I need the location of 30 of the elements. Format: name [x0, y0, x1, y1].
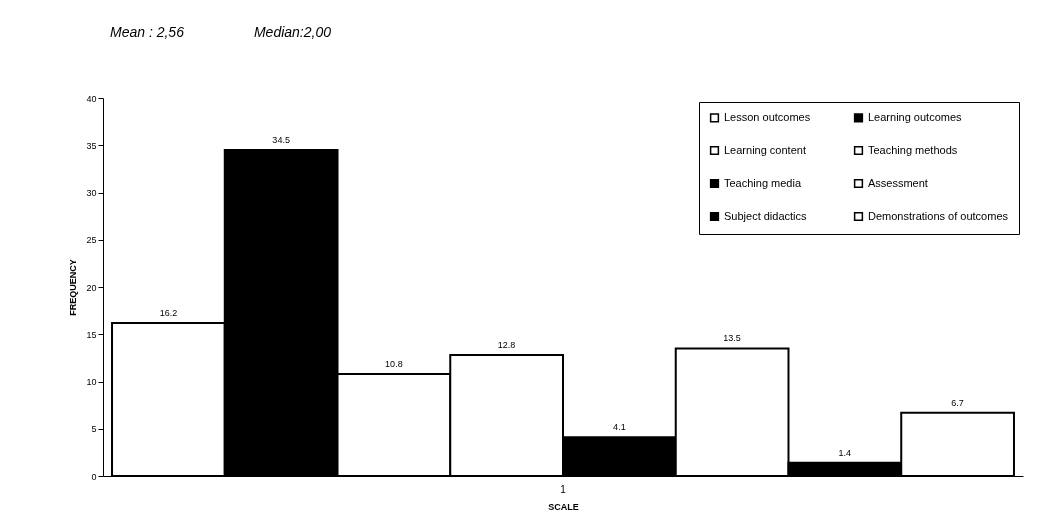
legend-label: Learning content [724, 143, 806, 156]
legend-label: Teaching methods [868, 143, 958, 156]
y-tick-label: 15 [86, 329, 97, 340]
data-label: 4.1 [613, 422, 626, 433]
data-label: 16.2 [159, 307, 178, 318]
data-label: 6.7 [951, 397, 964, 408]
legend-label: Teaching media [724, 176, 802, 189]
text: Mean : 2,56 [110, 24, 184, 40]
y-axis-title: FREQUENCY [68, 259, 79, 316]
y-tick-label: 0 [91, 471, 97, 482]
x-tick-label: 1 [560, 483, 567, 495]
y-tick-label: 35 [86, 140, 97, 151]
legend-label: Learning outcomes [868, 110, 963, 123]
data-label: 13.5 [723, 333, 741, 344]
text: Median:2,00 [253, 24, 331, 40]
data-label: 10.8 [385, 358, 403, 369]
y-tick-label: 20 [86, 282, 97, 293]
y-tick-label: 40 [86, 93, 97, 104]
data-label: 1.4 [838, 447, 852, 458]
y-tick-label: 30 [86, 188, 97, 198]
legend-label: Demonstrations of outcomes [868, 209, 1009, 222]
y-tick-label: 5 [91, 424, 97, 435]
data-label: 34.5 [272, 134, 290, 145]
legend-label: Lesson outcomes [724, 110, 811, 123]
y-tick-label: 10 [86, 377, 97, 387]
legend-label: Subject didactics [724, 209, 808, 222]
x-axis-title: SCALE [548, 501, 579, 512]
legend-label: Assessment [868, 176, 928, 189]
y-tick-label: 25 [86, 235, 97, 246]
data-label: 12.8 [497, 340, 516, 351]
